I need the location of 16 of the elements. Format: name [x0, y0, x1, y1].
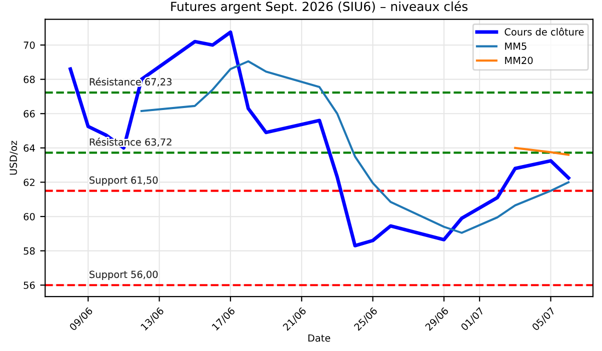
y-tick-label: 62: [24, 178, 34, 186]
legend-label: Cours de clôture: [504, 28, 584, 36]
y-tick-label: 60: [24, 212, 35, 220]
x-axis-title: Date: [308, 334, 330, 342]
y-tick-label: 66: [24, 110, 35, 118]
legend-label: MM5: [505, 42, 526, 50]
y-tick-label: 64: [24, 144, 35, 152]
legend-label: MM20: [505, 56, 533, 64]
y-tick-label: 56: [24, 282, 35, 289]
ref-line-label: Support 61,50: [90, 176, 158, 186]
chart-title: Futures argent Sept. 2026 (SIU6) – niveaux clés: [171, 0, 468, 14]
y-axis-title: USD/oz: [10, 140, 18, 175]
y-tick-label: 58: [24, 247, 35, 255]
ref-line-label: Support 56,00: [90, 270, 158, 280]
y-tick-label: 70: [24, 42, 35, 49]
y-tick-label: 68: [24, 76, 35, 84]
